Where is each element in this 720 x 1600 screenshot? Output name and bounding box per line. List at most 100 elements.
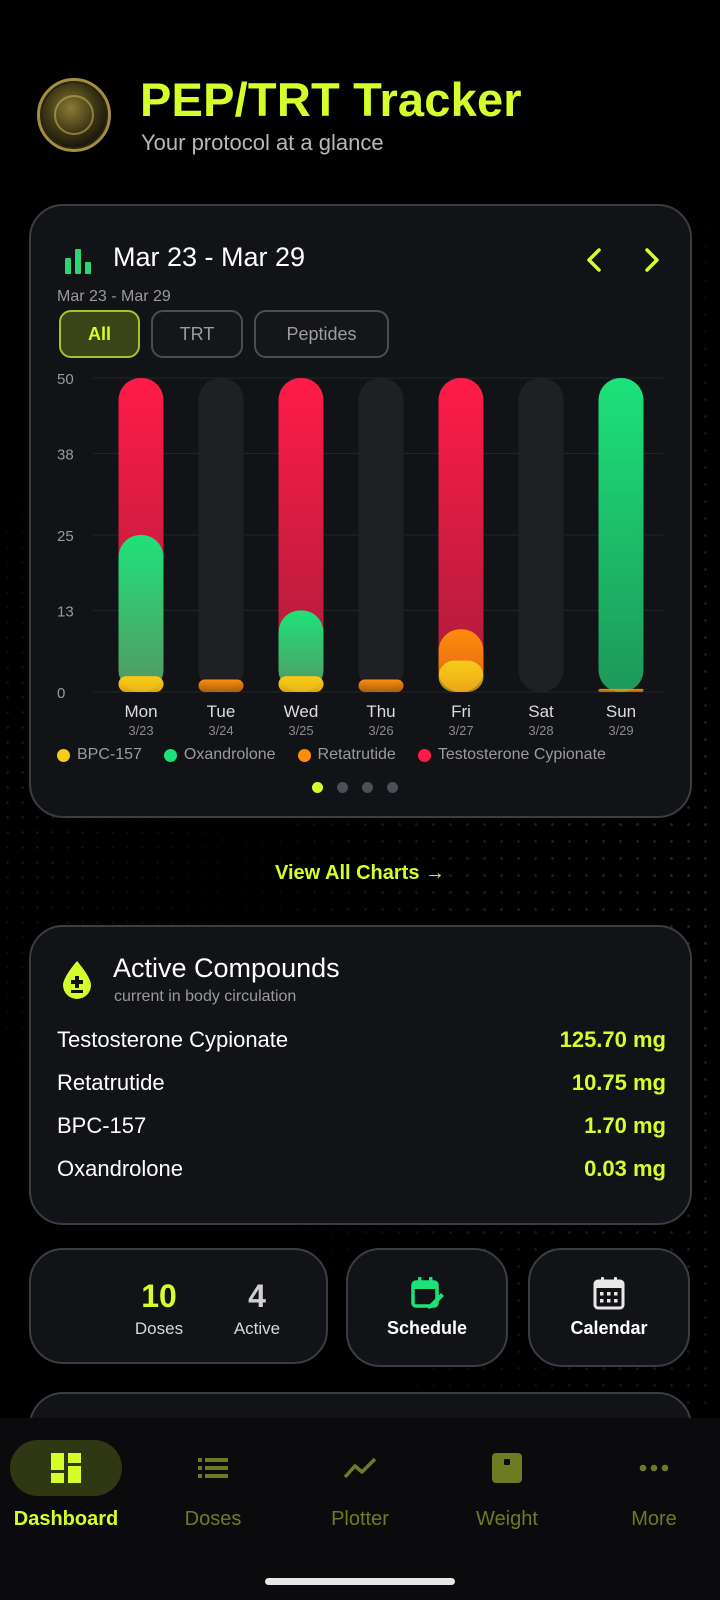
dashboard-icon [51,1453,81,1483]
calendar-button[interactable]: Calendar [528,1248,690,1367]
bottom-navigation: Dashboard Doses Plotter [0,1418,720,1600]
page-dot[interactable] [312,782,323,793]
active-compounds-title: Active Compounds [113,953,340,983]
nav-dashboard-label: Dashboard [13,1508,119,1530]
compound-amount: 1.70 mg [584,1113,666,1138]
nav-doses[interactable]: Doses [141,1440,285,1531]
bar-oxandrolone[interactable] [118,535,164,692]
bar-track [518,378,564,692]
chart-legend: BPC-157 Oxandrolone Retatrutide Testosteron… [57,746,606,764]
nav-weight-pill [451,1440,563,1496]
compound-row[interactable]: Retatrutide 10.75 mg [57,1070,666,1096]
nav-weight-label: Weight [476,1508,538,1530]
compound-name: Testosterone Cypionate [57,1027,289,1052]
x-tick-date: 3/24 [208,723,233,736]
next-week-button[interactable] [631,240,671,280]
chart-page-indicator[interactable] [312,782,398,793]
legend-label: Oxandrolone [183,746,276,763]
nav-more-pill [598,1440,710,1496]
drop-plus-minus-icon [63,961,91,999]
app-logo [37,78,111,152]
bar-track [198,378,244,692]
home-indicator [265,1578,455,1585]
view-all-charts-link[interactable]: View All Charts → [274,862,446,884]
nav-more[interactable]: More [582,1440,720,1531]
more-icon [639,1464,669,1472]
nav-plotter-pill [304,1440,416,1496]
stats-card[interactable]: 10 Doses 4 Active [29,1248,328,1364]
legend-label: BPC-157 [77,746,142,763]
legend-dot [417,748,431,762]
active-count: 4 [248,1278,266,1314]
filter-all-button[interactable]: All [59,310,140,358]
calendar-label: Calendar [570,1318,648,1338]
bar-oxandrolone[interactable] [598,378,644,692]
scale-icon [492,1453,522,1483]
legend-label: Testosterone Cypionate [437,746,606,763]
active-compounds-subtitle: current in body circulation [114,988,297,1005]
bar-bpc-157[interactable] [438,660,484,692]
compound-row[interactable]: Oxandrolone 0.03 mg [57,1156,666,1182]
nav-plotter[interactable]: Plotter [288,1440,432,1531]
y-tick-label: 13 [57,603,74,620]
bar-retatrutide[interactable] [598,688,644,692]
compound-name: BPC-157 [57,1113,147,1138]
x-tick-date: 3/29 [608,723,633,736]
x-tick-date: 3/25 [288,723,313,736]
nav-doses-pill [157,1440,269,1496]
list-icon [198,1458,228,1478]
y-tick-label: 50 [57,371,74,388]
x-tick-label: Sat [528,702,554,721]
nav-dashboard-pill [10,1440,122,1496]
compound-amount: 0.03 mg [584,1156,666,1181]
legend-dot [163,748,177,762]
compound-name: Oxandrolone [57,1156,183,1181]
bar-chart-icon [65,249,91,274]
previous-week-button[interactable] [575,240,615,280]
doses-stat: 10 Doses [114,1278,204,1339]
compound-row[interactable]: BPC-157 1.70 mg [57,1113,666,1139]
page-dot[interactable] [337,782,348,793]
calendar-edit-icon [411,1277,444,1309]
legend-item: Retatrutide [297,746,396,764]
bar-bpc-157[interactable] [278,676,324,692]
y-tick-label: 38 [57,446,74,463]
compound-row[interactable]: Testosterone Cypionate 125.70 mg [57,1027,666,1053]
y-tick-label: 25 [57,528,74,545]
weekly-chart-card: Mar 23 - Mar 29 Mar 23 - Mar 29 All TRT … [29,204,692,818]
calendar-icon [593,1277,625,1310]
compound-amount: 10.75 mg [571,1070,666,1095]
bar-retatrutide[interactable] [358,679,404,692]
legend-item: BPC-157 [57,746,142,764]
bar-bpc-157[interactable] [118,676,164,692]
compound-amount: 125.70 mg [559,1027,666,1052]
active-compounds-card: Active Compounds current in body circula… [29,925,692,1225]
bar-oxandrolone[interactable] [278,610,324,692]
compound-name: Retatrutide [57,1070,165,1095]
legend-item: Testosterone Cypionate [417,746,606,764]
schedule-button[interactable]: Schedule [346,1248,508,1367]
bar-retatrutide[interactable] [198,679,244,692]
page-dot[interactable] [362,782,373,793]
bar-track [358,378,404,692]
x-tick-date: 3/27 [448,723,473,736]
nav-weight[interactable]: Weight [435,1440,579,1531]
legend-item: Oxandrolone [163,746,276,764]
trend-icon [343,1457,377,1479]
filter-trt-button[interactable]: TRT [151,310,243,358]
filter-peptides-button[interactable]: Peptides [254,310,389,358]
nav-more-label: More [631,1508,677,1530]
x-tick-label: Mon [124,702,157,721]
dosage-bar-chart: 0 13 25 38 50 Mon 3/23 Tue 3/24 Wed 3/25 Thu 3/26 Fri… [57,371,663,736]
y-tick-label: 0 [57,685,65,702]
nav-dashboard[interactable]: Dashboard [0,1440,138,1531]
app-subtitle: Your protocol at a glance [141,130,384,155]
legend-dot [297,748,311,762]
bar-testosterone-cypionate[interactable] [438,378,484,692]
x-tick-date: 3/26 [368,723,393,736]
legend-dot [57,748,70,762]
page-dot[interactable] [387,782,398,793]
x-tick-label: Wed [284,702,319,721]
x-tick-label: Fri [451,702,471,721]
x-tick-label: Tue [207,702,236,721]
